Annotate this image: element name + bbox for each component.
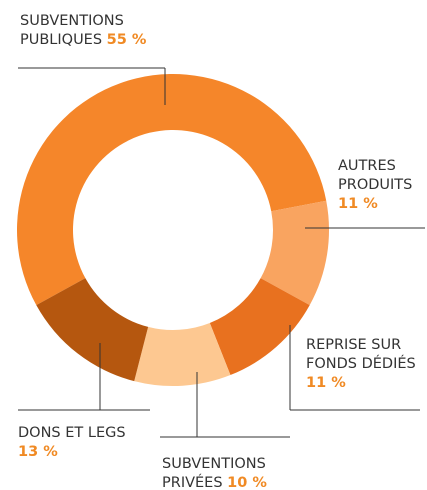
value-label: 55 % bbox=[106, 32, 147, 48]
category-label: SUBVENTIONS PUBLIQUES bbox=[20, 13, 124, 48]
label: AUTRES PRODUITS 11 % bbox=[338, 157, 423, 214]
value-label: 11 % bbox=[306, 375, 346, 391]
value-label: 11 % bbox=[338, 196, 378, 212]
label: REPRISE SUR FONDS DÉDIÉS 11 % bbox=[306, 336, 424, 393]
label: SUBVENTIONS PUBLIQUES 55 % bbox=[20, 12, 170, 50]
category-label: REPRISE SUR FONDS DÉDIÉS bbox=[306, 337, 416, 372]
category-label: AUTRES PRODUITS bbox=[338, 158, 413, 193]
label: SUBVENTIONS PRIVÉES 10 % bbox=[162, 455, 312, 490]
value-label: 13 % bbox=[18, 444, 58, 460]
slice bbox=[36, 278, 149, 382]
category-label: SUBVENTIONS PRIVÉES bbox=[162, 456, 266, 490]
slice bbox=[260, 200, 329, 306]
slice bbox=[134, 322, 231, 386]
value-label: 10 % bbox=[227, 475, 267, 490]
slice bbox=[16, 73, 327, 306]
category-label: DONS ET LEGS bbox=[18, 425, 126, 441]
slice bbox=[209, 278, 310, 376]
label: DONS ET LEGS 13 % bbox=[18, 424, 168, 462]
